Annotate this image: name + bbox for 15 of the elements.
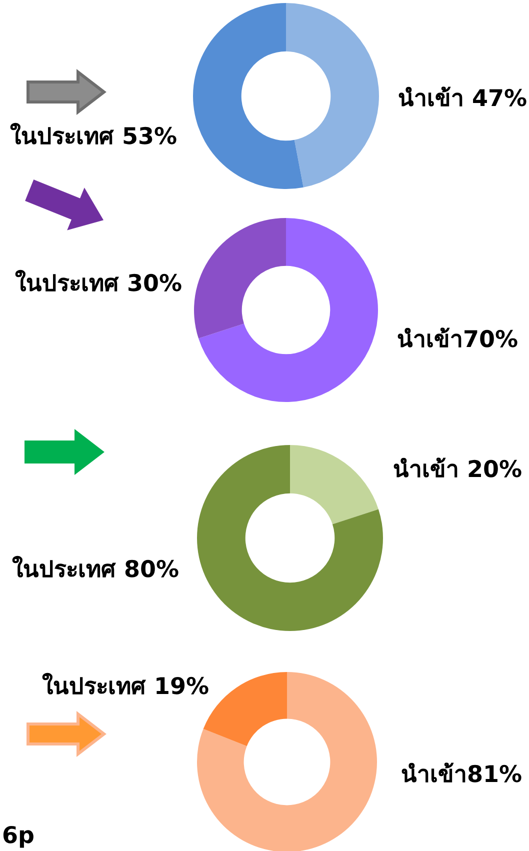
slice-label: นำเข้า70% (396, 327, 518, 353)
donut-slice (290, 445, 378, 524)
slice-label: นำเข้า 20% (392, 457, 522, 483)
donut-slice (197, 445, 383, 631)
slice-label: ในประเทศ 53% (10, 122, 178, 150)
slice-label: ในประเทศ 19% (42, 672, 210, 700)
donut-slice (286, 3, 379, 188)
slice-label: ในประเทศ 80% (12, 555, 180, 583)
donut-slice (198, 218, 378, 402)
slice-label: ในประเทศ 30% (15, 269, 182, 297)
donut-slice (194, 218, 286, 338)
slice-label: นำเข้า 47% (398, 86, 527, 112)
slice-label: นำเข้า81% (400, 762, 522, 788)
text: 6p (2, 823, 34, 849)
donut-slice (193, 3, 304, 189)
